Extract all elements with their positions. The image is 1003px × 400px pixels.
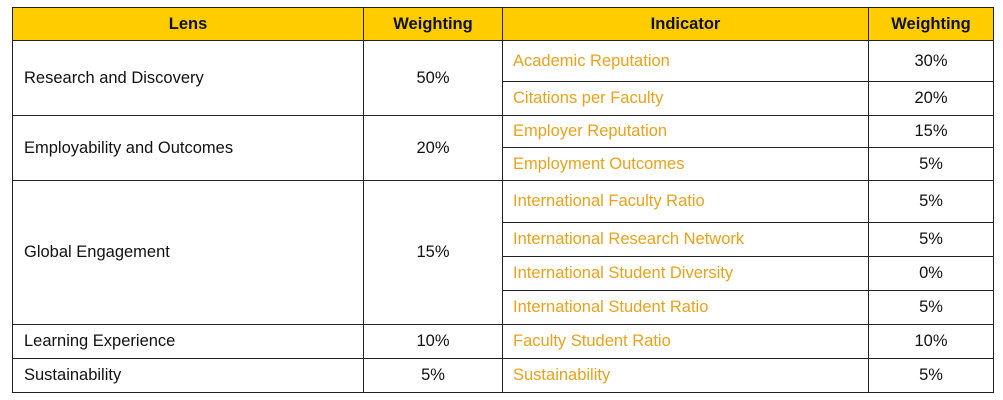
indicator-weighting: 5% bbox=[868, 358, 994, 393]
indicator-cell: Employment Outcomes bbox=[502, 147, 869, 181]
header-cell: Weighting bbox=[868, 7, 994, 41]
table-row: International Research Network 5% bbox=[13, 222, 994, 257]
table-row: Research and Discovery 50% Academic Reputa… bbox=[12, 40, 994, 116]
indicator-cell: International Research Network bbox=[502, 222, 869, 257]
indicator-weighting: 5% bbox=[868, 147, 994, 181]
indicator-weighting: 15% bbox=[868, 115, 994, 148]
header-row: Lens Weighting Indicator Weighting bbox=[12, 7, 994, 41]
indicator-cell: Academic Reputation bbox=[502, 40, 869, 82]
table-row: Sustainability 5% Sustainability 5% bbox=[12, 358, 994, 393]
lens-weighting: 5% bbox=[363, 358, 503, 393]
lens-weighting: 20% bbox=[363, 115, 503, 181]
table-row: Global Engagement 15% International Facult… bbox=[12, 180, 994, 325]
indicator-cell: International Student Ratio bbox=[502, 290, 869, 325]
weighting-table: Lens Weighting Indicator Weighting Research… bbox=[12, 7, 994, 393]
indicator-cell: Sustainability bbox=[502, 358, 869, 393]
lens-weighting: 15% bbox=[363, 180, 503, 325]
table-row: Employability and Outcomes 20% Employer Re… bbox=[12, 115, 994, 181]
indicator-weighting: 5% bbox=[868, 180, 994, 223]
table-row: International Student Diversity 0% bbox=[13, 256, 994, 291]
header-cell: Weighting bbox=[363, 7, 503, 41]
indicator-cell: International Faculty Ratio bbox=[502, 180, 869, 223]
table-row: Learning Experience 10% Faculty Student Ra… bbox=[12, 324, 994, 359]
lens-weighting: 10% bbox=[363, 324, 503, 359]
lens-cell: Employability and Outcomes bbox=[12, 115, 364, 181]
lens-cell: Research and Discovery bbox=[12, 40, 364, 116]
lens-cell: Learning Experience bbox=[12, 324, 364, 359]
indicator-cell: Citations per Faculty bbox=[502, 81, 869, 116]
indicator-weighting: 30% bbox=[868, 40, 994, 82]
header-cell: Lens bbox=[12, 7, 364, 41]
indicator-weighting: 5% bbox=[868, 290, 994, 325]
indicator-weighting: 10% bbox=[868, 324, 994, 359]
indicator-cell: International Student Diversity bbox=[502, 256, 869, 291]
table-wrap: Lens Weighting Indicator Weighting Research… bbox=[12, 7, 994, 393]
table-body: Research and Discovery 50% Academic Reputa… bbox=[12, 40, 994, 393]
lens-cell: Sustainability bbox=[12, 358, 364, 393]
lens-weighting: 50% bbox=[363, 40, 503, 116]
indicator-cell: Employer Reputation bbox=[502, 115, 869, 148]
table-row: Citations per Faculty 20% bbox=[13, 81, 994, 116]
indicator-cell: Faculty Student Ratio bbox=[502, 324, 869, 359]
table-row: International Student Ratio 5% bbox=[13, 290, 994, 325]
lens-cell: Global Engagement bbox=[12, 180, 364, 325]
indicator-weighting: 0% bbox=[868, 256, 994, 291]
indicator-weighting: 5% bbox=[868, 222, 994, 257]
indicator-weighting: 20% bbox=[868, 81, 994, 116]
header-cell: Indicator bbox=[502, 7, 869, 41]
